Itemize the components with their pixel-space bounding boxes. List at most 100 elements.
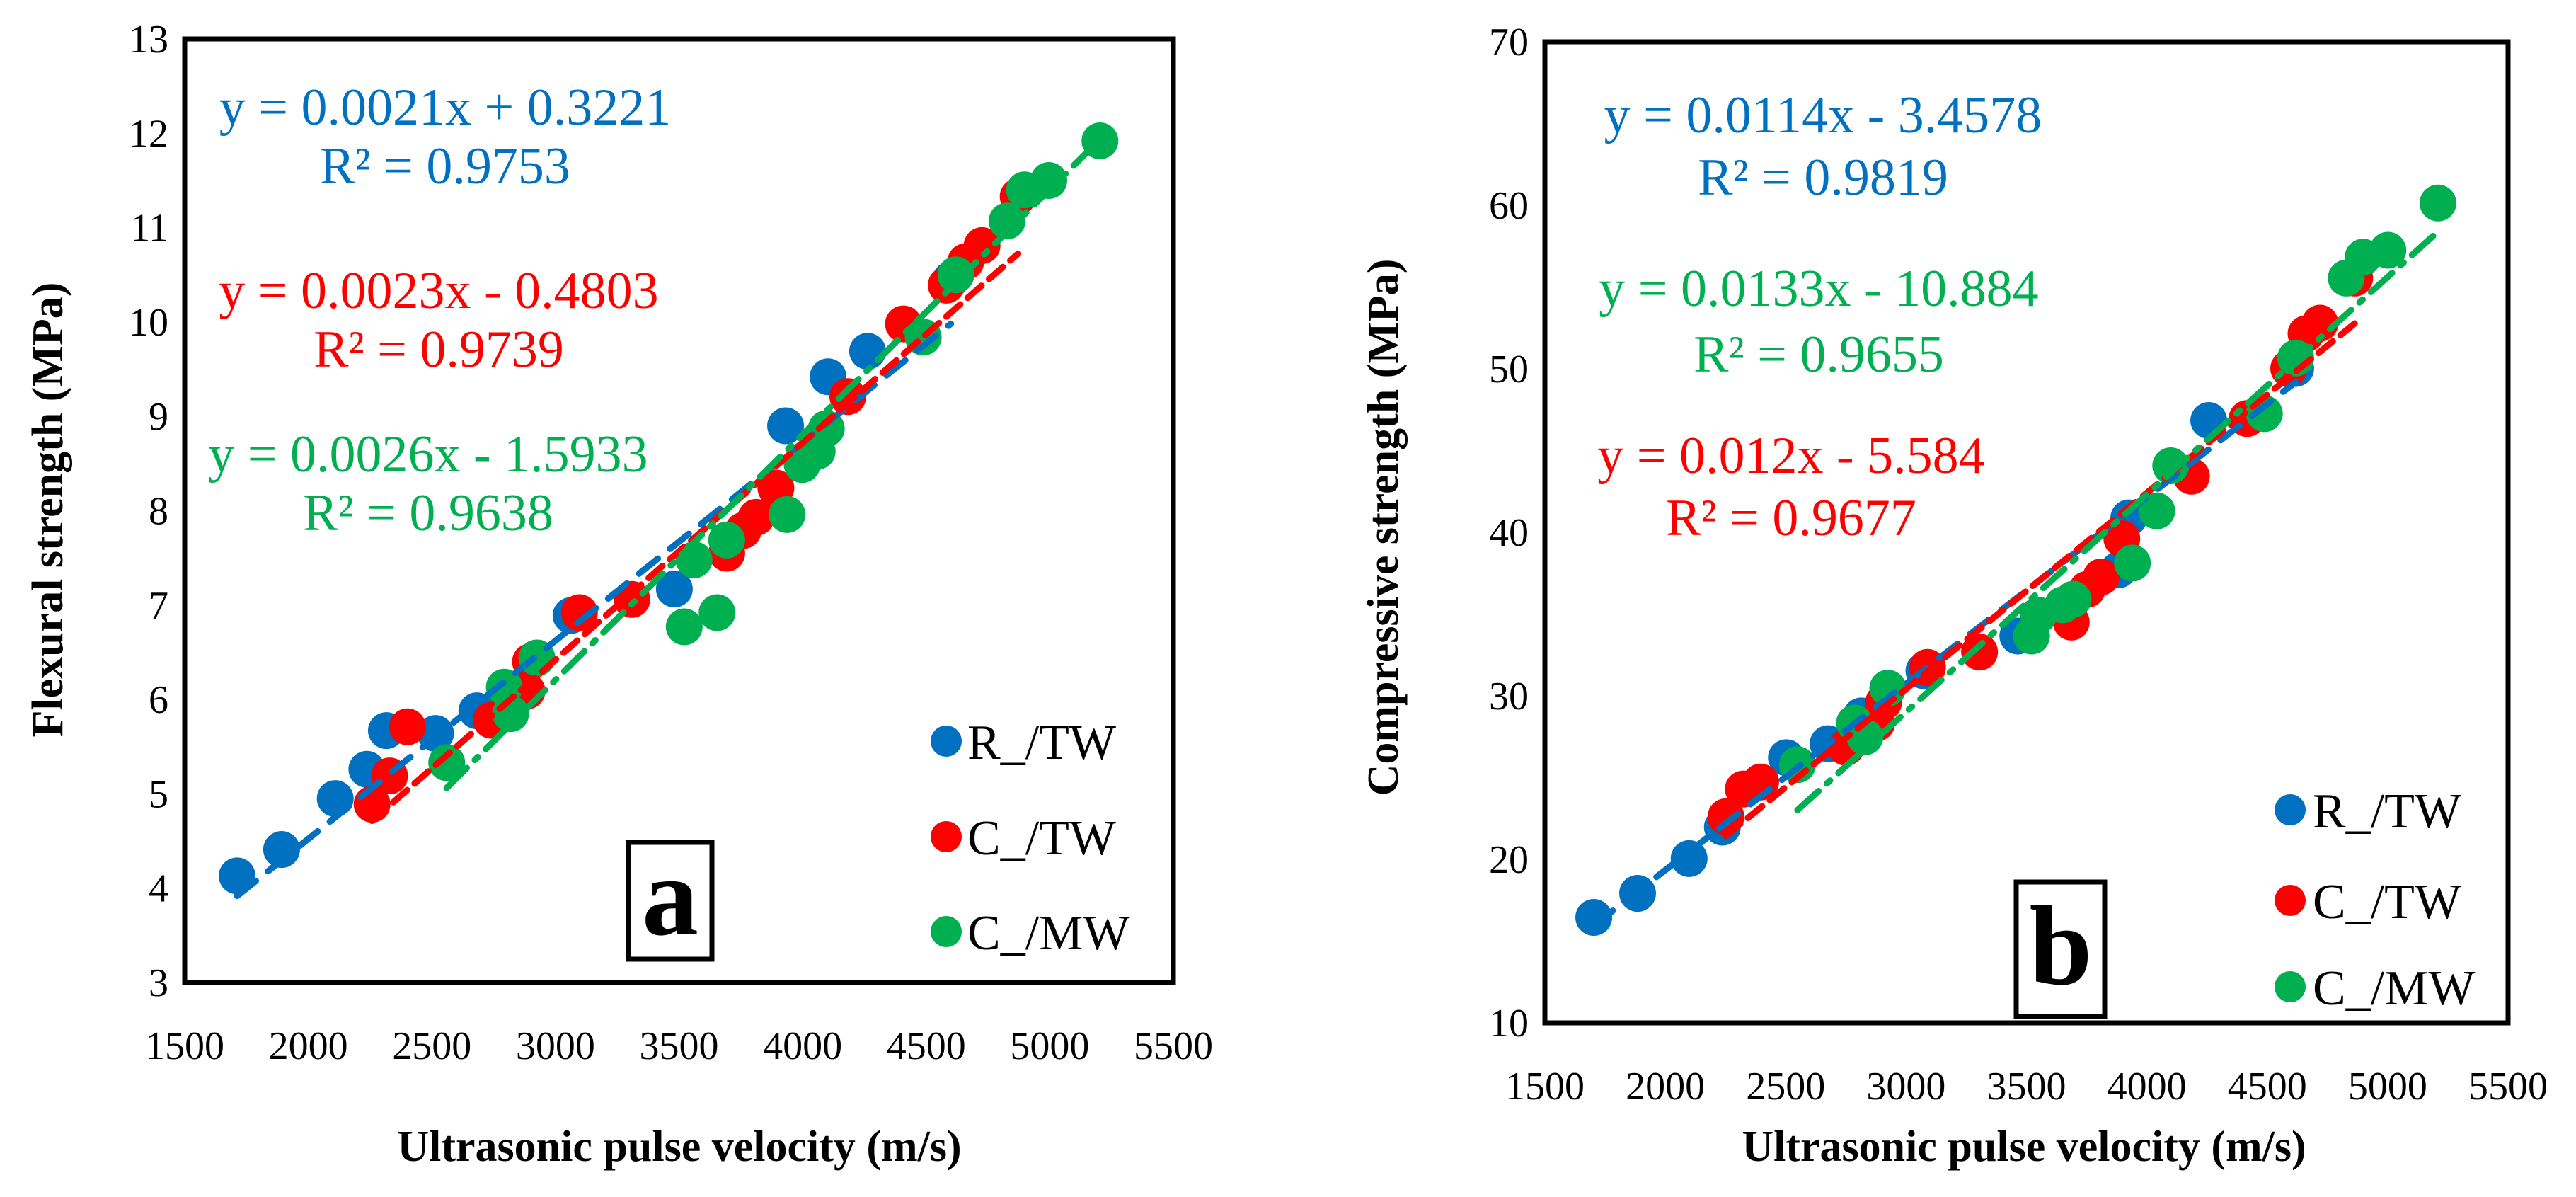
x-tick-label: 3000 [516,1024,595,1068]
x-tick-label: 5500 [2468,1065,2548,1109]
trend-equation-c-tw: y = 0.012x - 5.584 [1597,427,1984,485]
data-point [389,708,426,745]
x-tick-label: 2500 [392,1024,471,1068]
y-tick-label: 13 [129,18,168,62]
data-point [698,594,736,631]
data-point [769,496,806,533]
x-tick-label: 3500 [640,1024,719,1068]
y-tick-label: 50 [1489,348,1529,391]
y-tick-label: 10 [1489,1002,1529,1046]
data-point [655,571,693,608]
x-axis-title: Ultrasonic pulse velocity (m/s) [1742,1123,2306,1171]
legend-marker [2275,794,2306,825]
x-tick-label: 1500 [1505,1065,1585,1109]
trend-r2-c-mw: R² = 0.9655 [1694,326,1944,384]
data-point [2138,492,2175,529]
y-tick-label: 12 [129,112,168,156]
x-tick-label: 5500 [1134,1024,1213,1068]
y-tick-label: 20 [1489,838,1529,882]
legend-label: R_/TW [2313,784,2461,839]
trend-equation-r-tw: y = 0.0114x - 3.4578 [1604,86,2042,144]
y-tick-label: 5 [149,772,168,816]
data-point [2114,544,2151,582]
x-tick-label: 2000 [269,1024,348,1068]
data-point [767,407,805,445]
chart-panel-a: Flexural strength (MPa) Ultrasonic pulse… [24,18,1213,1171]
data-point [2419,184,2456,222]
x-tick-label: 4000 [763,1024,842,1068]
trendline [1723,320,2358,840]
y-tick-label: 3 [149,961,168,1005]
chart-panel-b: Compressive strength (MPa) Ultrasonic pu… [1359,21,2548,1171]
x-tick-label: 5000 [2348,1065,2427,1109]
data-point [963,227,1001,264]
trend-equation-c-tw: y = 0.0023x - 0.4803 [219,262,658,320]
x-tick-label: 2000 [1626,1065,1705,1109]
legend-label: C_/MW [2313,961,2475,1016]
trendline [1794,228,2442,813]
data-point [1670,840,1708,877]
trend-equation-c-mw: y = 0.0026x - 1.5933 [208,425,648,483]
legend-marker [2275,971,2306,1002]
panel-label-box [626,840,715,962]
x-tick-label: 4500 [887,1024,966,1068]
trend-r2-c-tw: R² = 0.9739 [314,321,564,379]
data-point [665,608,703,646]
data-point [1869,670,1907,707]
trend-r2-r-tw: R² = 0.9819 [1698,149,1948,207]
y-axis-title: Compressive strength (MPa) [1359,259,1408,796]
data-point [1961,634,1999,671]
y-tick-label: 70 [1489,21,1529,64]
x-tick-label: 5000 [1010,1024,1089,1068]
data-point [2369,231,2407,269]
data-point [849,333,886,370]
y-tick-label: 8 [149,490,168,534]
data-point [316,780,354,818]
data-point [1575,899,1613,937]
legend-label: C_/TW [2313,875,2461,929]
trend-r2-c-tw: R² = 0.9677 [1666,489,1916,547]
data-point [2082,559,2120,596]
data-point [829,378,867,416]
x-axis-title: Ultrasonic pulse velocity (m/s) [397,1123,961,1171]
y-tick-label: 40 [1489,511,1529,555]
x-tick-label: 3000 [1866,1065,1945,1109]
y-tick-label: 11 [130,207,168,251]
trendline [443,136,1103,791]
y-tick-label: 6 [149,678,168,722]
panel-label-box [2013,879,2108,1019]
y-tick-label: 4 [149,867,168,911]
legend-label: R_/TW [967,716,1116,770]
legend-label: C_/MW [967,906,1129,961]
legend-marker [931,726,962,757]
legend-label: C_/TW [967,811,1116,866]
data-point [937,256,974,294]
x-tick-label: 1500 [145,1024,224,1068]
trend-r2-c-mw: R² = 0.9638 [303,484,553,542]
trend-r2-r-tw: R² = 0.9753 [320,137,570,195]
panel-label: b [2030,883,2093,1009]
data-point [428,744,466,781]
y-tick-label: 9 [149,395,168,439]
data-point [737,498,775,536]
data-point [2054,580,2092,618]
data-point [2301,304,2339,342]
y-tick-label: 10 [129,301,168,345]
data-point [560,594,598,631]
trend-equation-c-mw: y = 0.0133x - 10.884 [1599,260,2038,318]
y-tick-label: 60 [1489,184,1529,228]
x-tick-label: 4500 [2228,1065,2307,1109]
y-axis-title: Flexural strength (MPa) [24,282,72,738]
data-point [708,521,745,559]
legend-marker [931,821,962,852]
x-tick-label: 4000 [2108,1065,2187,1109]
data-point [263,831,300,869]
data-point [1030,161,1067,199]
panel-label: a [642,833,698,959]
legend-marker [2275,885,2306,916]
data-point [988,202,1025,240]
trend-equation-r-tw: y = 0.0021x + 0.3221 [219,79,671,137]
x-tick-label: 3500 [1987,1065,2066,1109]
y-tick-label: 7 [149,584,168,628]
